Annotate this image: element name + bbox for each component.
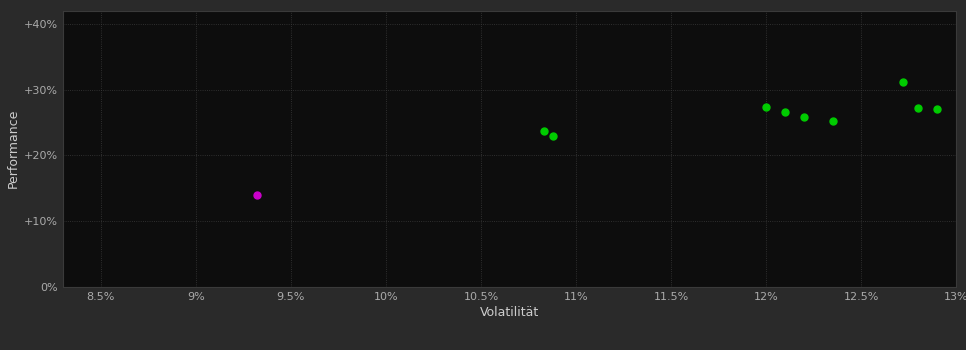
Point <box>546 133 561 139</box>
Point <box>895 79 911 85</box>
Point <box>758 104 774 110</box>
Y-axis label: Performance: Performance <box>7 109 19 188</box>
X-axis label: Volatilität: Volatilität <box>480 306 539 319</box>
Point <box>825 118 840 124</box>
Point <box>778 109 793 115</box>
Point <box>911 105 926 111</box>
Point <box>929 106 945 112</box>
Point <box>536 128 552 134</box>
Point <box>249 192 265 198</box>
Point <box>797 114 812 120</box>
